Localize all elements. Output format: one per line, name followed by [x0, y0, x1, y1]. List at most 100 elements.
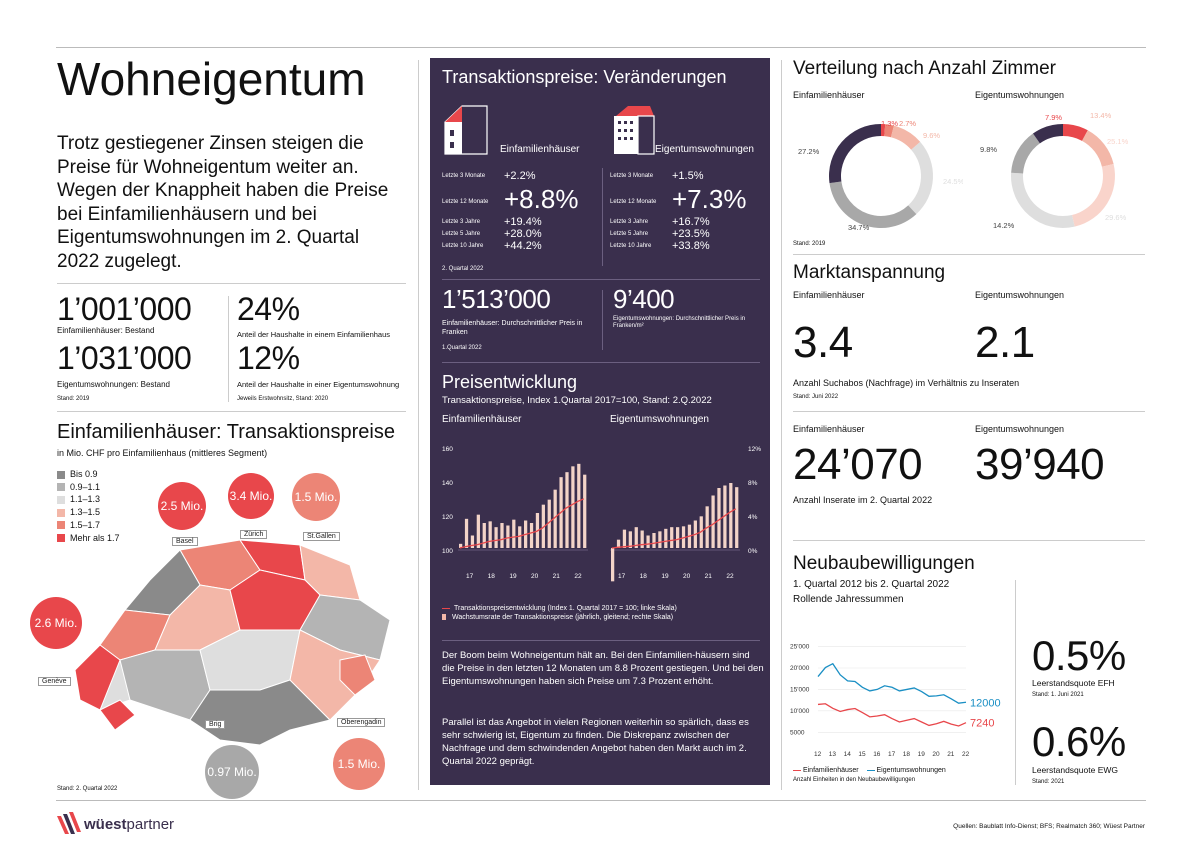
brand-logo[interactable]: wüestpartner	[84, 816, 174, 833]
growth-bar	[459, 543, 463, 548]
efh-price-label: Einfamilienhäuser: Durchschnittlicher Pr…	[442, 320, 583, 336]
donut-label: 9.8%	[980, 145, 997, 154]
growth-bar	[676, 527, 680, 548]
x-tick: 21	[947, 751, 955, 758]
divider	[57, 411, 406, 412]
donut-slice	[884, 124, 894, 138]
sources: Quellen: Baublatt Info-Dienst; BFS; Real…	[953, 823, 1145, 830]
listings-etw-label: Eigentumswohnungen	[975, 424, 1065, 434]
market-efh-label: Einfamilienhäuser	[793, 290, 865, 300]
legend-efh: Einfamilienhäuser	[802, 767, 859, 774]
donut-slice	[829, 181, 917, 228]
growth-bar	[553, 489, 557, 548]
legend-label: Mehr als 1.7	[70, 532, 120, 543]
growth-bar	[646, 535, 650, 548]
growth-bar	[547, 499, 551, 548]
change-value: +8.8%	[504, 184, 579, 214]
apartment-icon	[614, 106, 655, 155]
change-period: Letzte 5 Jahre	[610, 231, 649, 237]
growth-bar	[500, 523, 504, 548]
city-label: Zürich	[240, 530, 268, 539]
legend-etw: Eigentumswohnungen	[876, 767, 946, 774]
x-tick: 19	[661, 573, 669, 580]
change-value: +23.5%	[672, 228, 710, 240]
city-price-bubble: 1.5 Mio.	[292, 473, 340, 521]
top-rule	[56, 47, 1146, 48]
growth-bar	[577, 463, 581, 548]
growth-bar	[729, 483, 733, 548]
market-efh-value: 3.4	[793, 318, 853, 367]
divider	[793, 254, 1145, 255]
change-period: Letzte 5 Jahre	[442, 231, 481, 237]
rooms-stand: Stand: 2019	[793, 241, 826, 247]
y-tick-left: 120	[442, 514, 453, 521]
x-tick: 20	[932, 751, 940, 758]
vacancy-etw-value: 0.6%	[1032, 718, 1126, 765]
permit-series-line	[817, 703, 967, 727]
growth-bar	[652, 533, 656, 548]
transactions-title: Transaktionspreise: Veränderungen	[442, 67, 727, 87]
y-tick-left: 140	[442, 480, 453, 487]
x-tick: 18	[488, 573, 496, 580]
legend-line-text: Transaktionspreisentwicklung (Index 1. Q…	[454, 605, 677, 612]
index-line	[611, 508, 737, 549]
legend-label: 1.5–1.7	[70, 519, 101, 530]
divider	[442, 279, 760, 280]
donut-slice	[1071, 164, 1115, 227]
market-stand: Stand: Juni 2022	[793, 394, 839, 400]
legend-item: 0.9–1.1	[57, 481, 120, 494]
rooms-efh-label: Einfamilienhäuser	[793, 90, 865, 100]
vacancy-etw-stand: Stand: 2021	[1032, 779, 1065, 785]
rooms-etw-label: Eigentumswohnungen	[975, 90, 1065, 100]
changes-stand: 2. Quartal 2022	[442, 266, 484, 272]
donut-label: 2.7%	[899, 119, 916, 128]
line-legend-swatch	[442, 607, 450, 609]
y-tick-right: 8%	[748, 480, 758, 487]
donut-slice	[1032, 124, 1063, 144]
legend-swatch	[57, 496, 65, 505]
efh-end-label: 7240	[970, 718, 994, 730]
x-tick: 20	[683, 573, 691, 580]
vacancy-efh-stand: Stand: 1. Juni 2021	[1032, 692, 1084, 698]
change-value: +2.2%	[504, 170, 536, 182]
donut-slice	[881, 124, 886, 137]
listings-efh-value: 24’070	[793, 440, 923, 489]
donut-slice	[829, 124, 881, 184]
y-tick: 25'000	[790, 644, 810, 651]
growth-bar	[735, 487, 739, 548]
growth-bar	[529, 523, 534, 548]
x-tick: 18	[903, 751, 911, 758]
change-period: Letzte 3 Monate	[610, 173, 654, 179]
divider	[781, 60, 782, 790]
donut-slice	[1082, 130, 1114, 167]
growth-bar	[628, 531, 632, 548]
y-tick: 15'000	[790, 686, 810, 693]
etw-price-value: 9’400	[613, 284, 675, 314]
map-stand: Stand: 2. Quartal 2022	[57, 786, 118, 792]
growth-bar	[512, 519, 516, 548]
footer-rule	[56, 800, 1146, 801]
permit-series-line	[817, 662, 967, 704]
city-price-bubble: 2.6 Mio.	[30, 597, 82, 649]
etw-stock-label: Eigentumswohnungen: Bestand	[57, 380, 170, 389]
map-subtitle: in Mio. CHF pro Einfamilienhaus (mittler…	[57, 448, 268, 458]
growth-bar	[488, 521, 492, 548]
etw-end-label: 12000	[970, 697, 1001, 709]
donut-label: 13.4%	[1090, 111, 1112, 120]
efh-stock-value: 1’001’000	[57, 291, 192, 327]
listings-etw-value: 39’940	[975, 440, 1105, 489]
donut-label: 27.2%	[798, 147, 820, 156]
donut-slice	[1011, 172, 1075, 228]
growth-bar	[571, 466, 575, 548]
growth-bar	[583, 474, 587, 548]
change-value: +44.2%	[504, 240, 542, 252]
divider	[602, 290, 603, 350]
city-price-bubble: 3.4 Mio.	[228, 473, 274, 519]
legend-swatch	[57, 521, 65, 530]
growth-bar	[565, 472, 569, 548]
efh-label: Einfamilienhäuser	[500, 144, 580, 155]
y-tick-right: 0%	[748, 548, 758, 555]
legend-swatch	[57, 534, 65, 543]
donut-label: 9.6%	[923, 131, 940, 140]
growth-bar	[616, 539, 621, 548]
